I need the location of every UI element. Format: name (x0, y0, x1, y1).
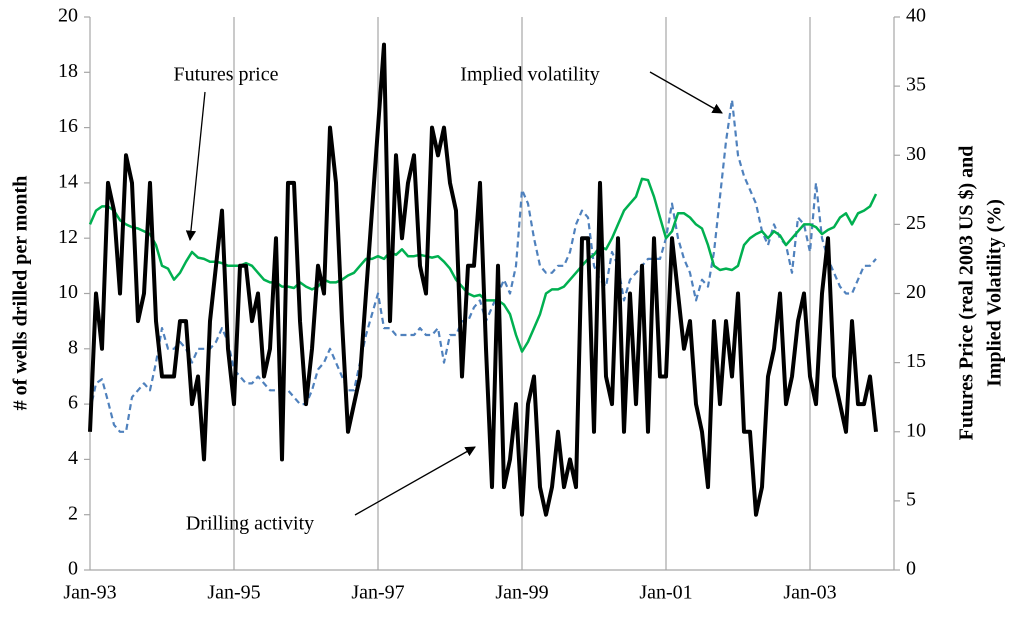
y-tick-label: 6 (68, 392, 78, 414)
series-annotation: Futures price (174, 64, 279, 86)
y2-axis-title: Futures Price (real 2003 US $) and (956, 146, 978, 441)
series-line (88, 42, 878, 517)
y2-tick-label: 40 (906, 5, 926, 27)
y2-tick-label: 15 (906, 350, 926, 372)
x-tick-label: Jan-93 (63, 582, 116, 604)
x-tick-label: Jan-99 (495, 582, 548, 604)
annotation-arrow (185, 91, 206, 242)
y-tick-label: 8 (68, 336, 78, 358)
y2-tick-label: 35 (906, 74, 926, 96)
y-tick-label: 16 (58, 115, 78, 137)
y2-tick-label: 25 (906, 212, 926, 234)
y2-tick-label: 10 (906, 419, 926, 441)
series-annotation: Implied volatility (460, 64, 599, 86)
y-tick-label: 4 (68, 447, 78, 469)
y-tick-label: 18 (58, 60, 78, 82)
y-tick-label: 12 (58, 226, 78, 248)
annotation-arrow (354, 446, 476, 516)
y-axis-title: # of wells drilled per month (10, 176, 32, 411)
x-tick-label: Jan-01 (639, 582, 692, 604)
y-tick-label: 2 (68, 502, 78, 524)
x-tick-label: Jan-03 (783, 582, 836, 604)
y-tick-label: 14 (58, 170, 78, 192)
y2-tick-label: 30 (906, 143, 926, 165)
y-tick-label: 10 (58, 281, 78, 303)
x-tick-label: Jan-97 (351, 582, 404, 604)
y2-axis-title: Implied Volatility (%) (984, 199, 1006, 387)
y-tick-label: 20 (58, 5, 78, 27)
x-tick-label: Jan-95 (207, 582, 260, 604)
series-annotation: Drilling activity (186, 513, 314, 535)
y2-tick-label: 0 (906, 558, 916, 580)
y2-tick-label: 5 (906, 488, 916, 510)
annotation-arrow (649, 71, 723, 114)
y-tick-label: 0 (68, 558, 78, 580)
y2-tick-label: 20 (906, 281, 926, 303)
